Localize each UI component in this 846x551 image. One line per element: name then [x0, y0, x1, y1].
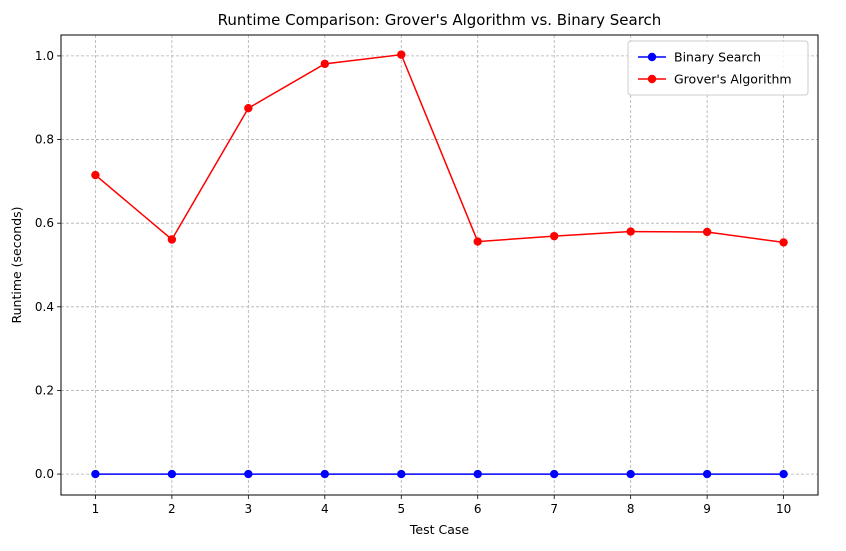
x-tick-label: 5: [397, 502, 405, 516]
data-point: [244, 103, 253, 113]
data-point: [779, 238, 788, 247]
data-point: [167, 469, 177, 479]
y-tick-label: 0.2: [35, 383, 54, 397]
series-2: [91, 50, 788, 247]
legend-label: Binary Search: [674, 50, 761, 65]
legend-label: Grover's Algorithm: [674, 72, 792, 87]
legend-item: Grover's Algorithm: [638, 72, 792, 87]
x-tick-label: 7: [550, 502, 558, 516]
axis-ticks: 1 2 3 4 5 6 7 8 9 10 0.0 0.2 0.4 0.6 0.8 1.0: [35, 49, 791, 516]
data-point: [473, 469, 482, 479]
y-tick-label: 0.6: [35, 216, 54, 230]
y-tick-label: 0.4: [35, 300, 54, 314]
x-tick-label: 1: [92, 502, 100, 516]
y-tick-label: 0.0: [35, 467, 54, 481]
legend: Binary Search Grover's Algorithm: [627, 40, 809, 96]
data-point: [320, 469, 330, 479]
x-tick-label: 2: [168, 502, 176, 516]
x-axis-label: Test Case: [409, 522, 469, 537]
legend-box: [627, 40, 809, 96]
x-tick-label: 3: [245, 502, 253, 516]
data-point: [779, 469, 788, 479]
legend-item: Binary Search: [638, 50, 761, 65]
data-point: [167, 235, 177, 244]
series-1: [91, 469, 788, 479]
data-point: [397, 50, 406, 59]
data-point: [626, 469, 635, 479]
data-point: [320, 59, 330, 69]
x-tick-label: 10: [776, 502, 791, 516]
data-point: [91, 469, 100, 479]
series-layer: [91, 50, 788, 479]
y-tick-label: 0.8: [35, 133, 54, 147]
legend-swatch-marker: [647, 52, 657, 62]
x-tick-label: 9: [703, 502, 711, 516]
data-point: [702, 227, 712, 237]
x-tick-label: 8: [627, 502, 635, 516]
legend-swatch-marker: [647, 74, 657, 84]
data-point: [91, 170, 100, 180]
data-point: [549, 231, 559, 241]
data-point: [473, 237, 482, 246]
series-line: [94, 53, 784, 244]
data-point: [626, 227, 635, 236]
data-point: [702, 469, 712, 479]
data-point: [397, 469, 406, 479]
x-tick-label: 4: [321, 502, 329, 516]
plot-area-frame: [60, 34, 819, 496]
chart-title: Runtime Comparison: Grover's Algorithm v…: [218, 11, 662, 29]
data-point: [549, 469, 559, 479]
y-tick-label: 1.0: [35, 49, 54, 63]
data-point: [244, 469, 253, 479]
y-axis-label: Runtime (seconds): [9, 206, 24, 323]
x-tick-label: 6: [474, 502, 482, 516]
